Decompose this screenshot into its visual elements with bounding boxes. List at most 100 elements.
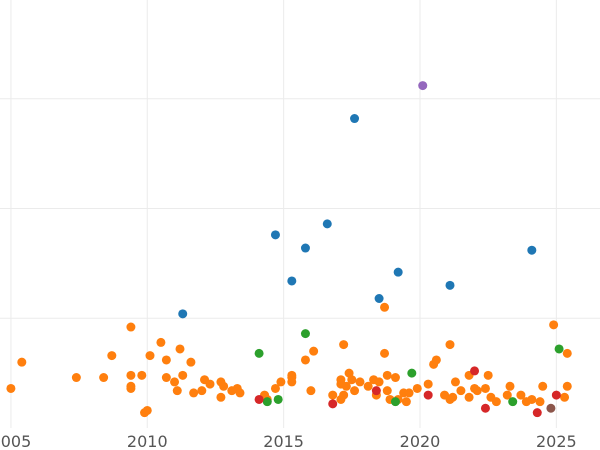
data-point — [235, 388, 245, 398]
data-point — [71, 373, 81, 383]
data-point — [126, 322, 136, 332]
data-point — [483, 370, 493, 380]
data-point — [189, 388, 199, 398]
chart-grid — [0, 0, 600, 428]
data-point — [491, 397, 501, 407]
data-point — [300, 329, 310, 339]
data-point — [448, 392, 458, 402]
data-point — [339, 390, 349, 400]
data-point — [355, 377, 365, 387]
data-point — [382, 386, 392, 396]
data-point — [554, 344, 564, 354]
data-point — [423, 390, 433, 400]
data-point — [538, 381, 548, 391]
data-point — [309, 346, 319, 356]
data-point — [371, 386, 381, 396]
data-point — [270, 230, 280, 240]
data-point — [339, 340, 349, 350]
data-point — [535, 397, 545, 407]
data-point — [380, 302, 390, 312]
data-point — [390, 373, 400, 383]
data-point — [350, 386, 360, 396]
data-point — [380, 348, 390, 358]
data-point — [412, 383, 422, 393]
data-point — [562, 348, 572, 358]
data-point — [107, 351, 117, 361]
data-point — [445, 280, 455, 290]
data-point — [390, 397, 400, 407]
data-point — [328, 399, 338, 409]
data-point — [464, 392, 474, 402]
data-point — [407, 368, 417, 378]
data-point — [401, 397, 411, 407]
data-point — [382, 370, 392, 380]
data-point — [546, 403, 556, 413]
data-point — [254, 348, 264, 358]
data-point — [374, 377, 384, 387]
data-point — [404, 388, 414, 398]
data-point — [145, 351, 155, 361]
data-point — [276, 377, 286, 387]
data-point — [6, 383, 16, 393]
data-point — [480, 383, 490, 393]
data-point — [532, 408, 542, 418]
data-point — [527, 245, 537, 255]
data-points — [6, 81, 572, 418]
data-point — [374, 294, 384, 304]
data-point — [137, 370, 147, 380]
data-point — [363, 381, 373, 391]
data-point — [423, 379, 433, 389]
data-point — [456, 386, 466, 396]
data-point — [418, 81, 428, 91]
data-point — [178, 309, 188, 319]
data-point — [219, 381, 229, 391]
data-point — [480, 403, 490, 413]
data-point — [287, 276, 297, 286]
data-point — [156, 337, 166, 347]
data-point — [431, 355, 441, 365]
x-tick-label: 2020 — [400, 432, 441, 450]
data-point — [445, 340, 455, 350]
data-point — [170, 377, 180, 387]
data-point — [350, 114, 360, 124]
data-point — [516, 390, 526, 400]
data-point — [450, 377, 460, 387]
data-point — [17, 357, 27, 367]
data-point — [341, 381, 351, 391]
data-point — [216, 392, 226, 402]
data-point — [126, 370, 136, 380]
data-point — [393, 267, 403, 277]
data-point — [186, 357, 196, 367]
data-point — [178, 370, 188, 380]
data-point — [472, 386, 482, 396]
data-point — [470, 366, 480, 376]
data-point — [161, 373, 171, 383]
data-point — [172, 386, 182, 396]
data-point — [254, 394, 264, 404]
data-point — [161, 355, 171, 365]
data-point — [197, 386, 207, 396]
data-point — [300, 355, 310, 365]
data-point — [347, 375, 357, 385]
data-point — [270, 383, 280, 393]
data-point — [508, 397, 518, 407]
data-point — [306, 386, 316, 396]
data-point — [560, 392, 570, 402]
data-point — [549, 320, 559, 330]
data-point — [322, 219, 332, 229]
data-point — [562, 381, 572, 391]
data-point — [551, 390, 561, 400]
data-point — [502, 390, 512, 400]
data-point — [175, 344, 185, 354]
x-tick-label: 2025 — [536, 432, 577, 450]
x-tick-label: 2005 — [0, 432, 31, 450]
data-point — [262, 397, 272, 407]
data-point — [300, 243, 310, 253]
x-tick-label: 2010 — [127, 432, 168, 450]
data-point — [273, 394, 283, 404]
data-point — [126, 383, 136, 393]
data-point — [142, 405, 152, 415]
data-point — [527, 394, 537, 404]
x-tick-label: 2015 — [263, 432, 304, 450]
